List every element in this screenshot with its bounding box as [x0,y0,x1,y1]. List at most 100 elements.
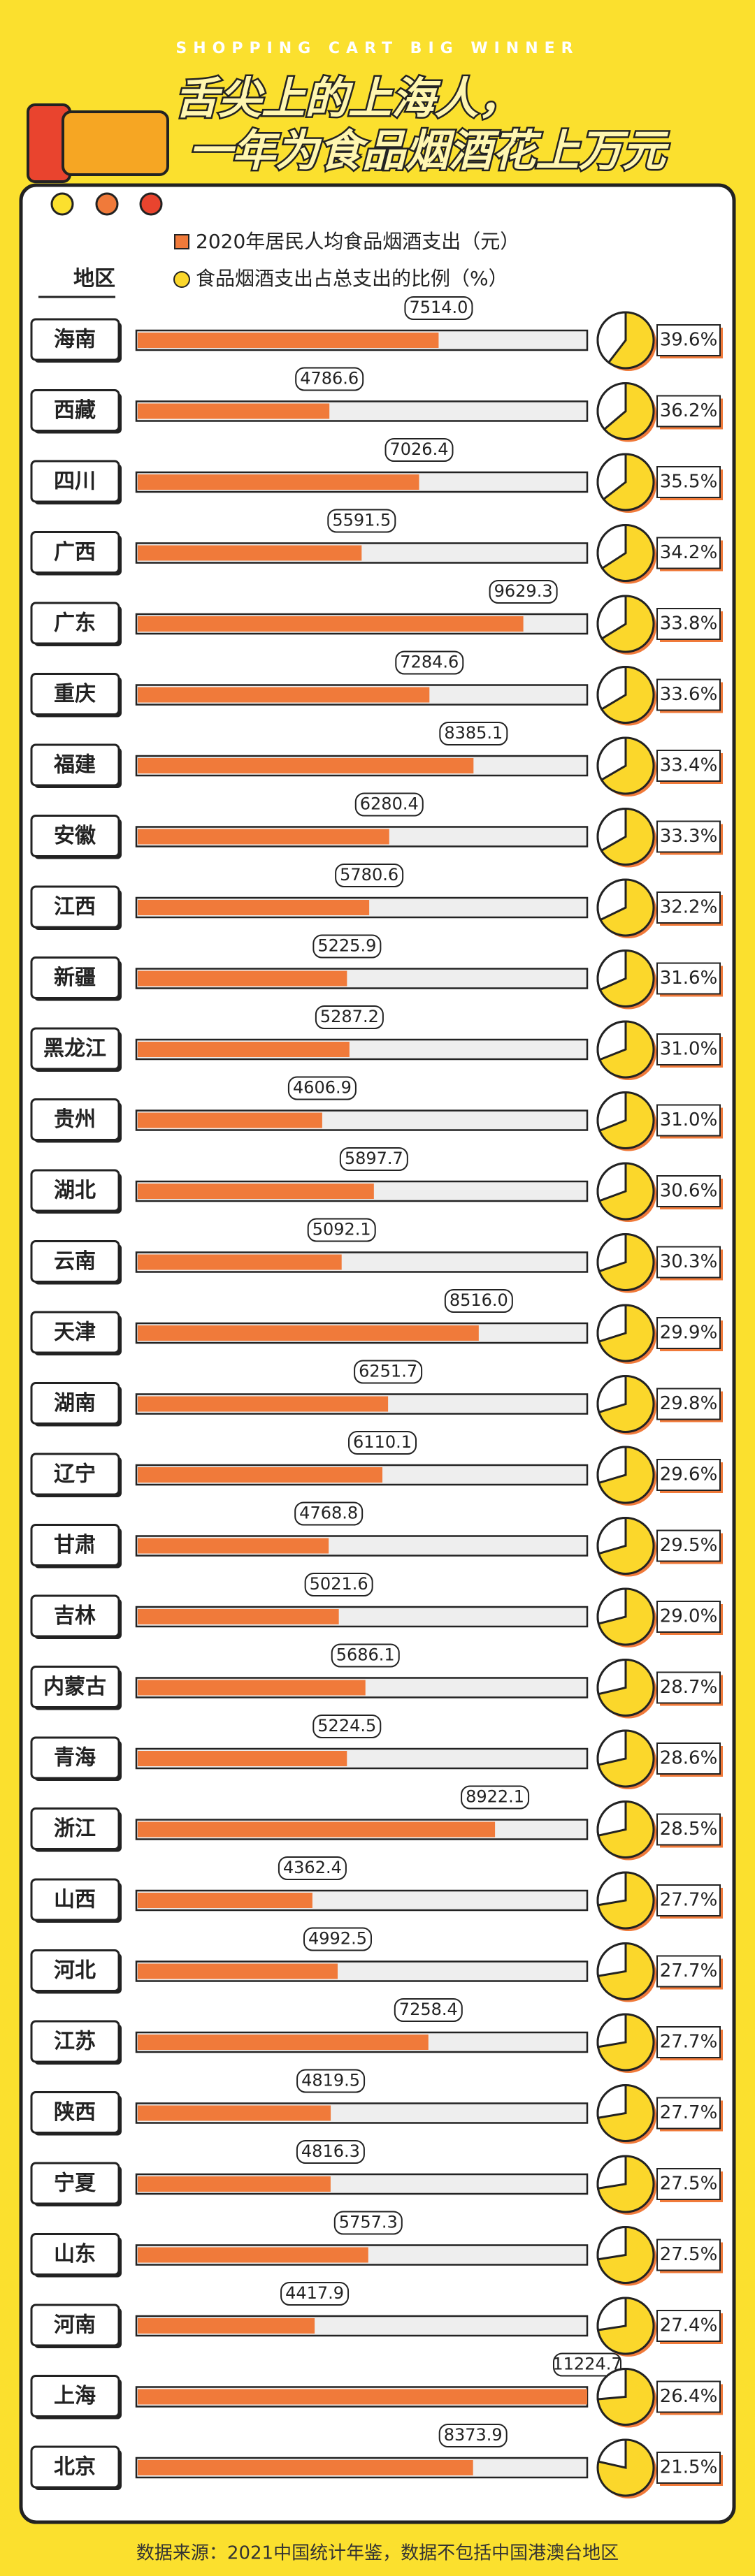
value-label-box [312,1715,382,1738]
pct-box [656,2310,721,2342]
value-label: 5591.5 [332,511,391,530]
value-label-box [287,1076,357,1100]
value-label: 7258.4 [399,2000,458,2019]
pct-label: 36.2% [660,400,718,421]
value-label: 8922.1 [466,1787,524,1807]
bar [138,1467,383,1483]
label-box [30,1807,120,1850]
title-line: 一年为食品烟酒花上万元 [189,125,670,176]
pct-box [656,608,721,640]
pct-label: 33.8% [660,613,718,634]
value-label-box [439,722,508,745]
pie-wedge [596,1658,627,1696]
category-label: 山西 [54,1888,96,1912]
value-label: 6280.4 [360,794,419,814]
value-label-box [348,1431,417,1455]
pct-label: 29.9% [660,1323,718,1344]
legend-label: 2020年居民人均食品烟酒支出（元） [196,230,519,253]
label-box [30,2162,120,2205]
bar [138,2035,429,2050]
value-label: 5021.6 [310,1574,368,1594]
bar [138,1538,329,1554]
bar [138,2389,587,2405]
label-box [30,602,120,645]
value-label-box [303,1927,372,1951]
value-label-box [295,367,364,391]
label-box [30,1524,120,1566]
pct-box [656,466,721,498]
pie-wedge [596,2297,627,2331]
value-label-box [354,1360,423,1384]
value-label: 6251.7 [359,1362,417,1381]
pct-label: 27.7% [660,2102,718,2123]
value-label-box [327,509,396,533]
label-box [30,1878,120,1921]
pie-wedge [597,2438,627,2469]
pct-box [656,2452,721,2484]
category-label: 新疆 [54,966,96,990]
pct-label: 34.2% [660,542,718,563]
value-label: 5686.1 [336,1645,395,1665]
value-label-box [331,1643,400,1668]
pct-label: 27.7% [660,1890,718,1911]
bar [138,1042,350,1057]
pct-label: 27.5% [660,2244,718,2265]
category-label: 江西 [54,895,96,919]
label-box [30,1169,120,1212]
pie-wedge [596,2013,627,2049]
pct-box [656,2097,721,2130]
category-label: 甘肃 [54,1533,96,1557]
pct-box [656,395,721,428]
category-label: 贵州 [54,1107,96,1132]
pct-label: 27.7% [660,2032,718,2053]
category-label: 黑龙江 [43,1037,106,1061]
value-label-box [461,1785,530,1810]
pct-label: 30.6% [660,1181,718,1202]
pct-box [656,750,721,782]
pct-box [656,1742,721,1775]
pie-wedge [596,1587,627,1625]
value-label-box [489,580,558,604]
pie-wedge [596,1871,627,1907]
category-label: 辽宁 [54,1462,96,1487]
pct-box [656,962,721,995]
bar [138,616,524,632]
pie-wedge [596,1020,627,1061]
label-box [30,1736,120,1780]
value-label: 7514.0 [409,298,468,317]
label-box [30,460,120,503]
pie-wedge [596,1232,627,1273]
label-box [30,2304,120,2347]
bar [138,1254,342,1270]
label-box [30,956,120,999]
value-label: 4819.5 [301,2071,360,2090]
pct-label: 33.3% [660,826,718,847]
bar [138,900,370,915]
value-label-box [296,2140,365,2164]
category-label: 天津 [54,1320,96,1345]
value-label: 8516.0 [450,1290,508,1310]
pct-label: 28.7% [660,1677,718,1698]
pie-wedge [596,1800,627,1838]
value-label: 5287.2 [320,1007,379,1026]
label-box [30,2445,120,2489]
pie-wedge [596,453,627,501]
category-label: 河南 [54,2313,96,2338]
value-label-box [333,2211,403,2235]
bar [138,2247,368,2263]
category-label: 北京 [54,2455,96,2480]
pct-label: 35.5% [660,472,718,493]
pie-wedge [596,949,627,991]
value-label-box [294,1501,364,1526]
value-label: 11224.7 [552,2355,621,2374]
label-box [30,1027,120,1070]
value-label: 5224.5 [317,1716,376,1735]
value-label-box [296,2069,366,2093]
bar [138,1893,312,1908]
bar [138,1751,347,1766]
pie-wedge [596,1446,627,1485]
pct-label: 29.5% [660,1535,718,1556]
pct-box [656,2026,721,2058]
category-label: 江苏 [54,2030,96,2054]
